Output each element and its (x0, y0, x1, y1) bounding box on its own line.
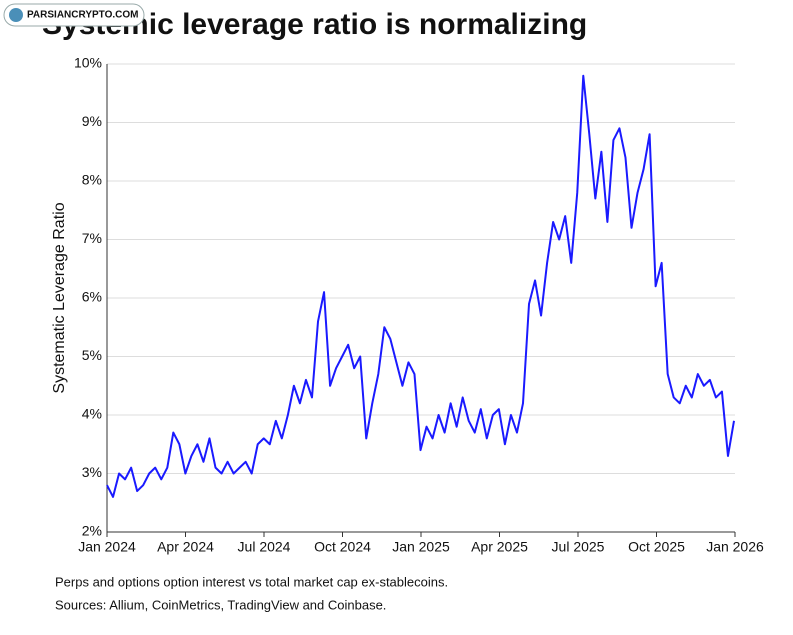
x-tick-label: Apr 2025 (471, 539, 528, 555)
note: Sources: Allium, CoinMetrics, TradingVie… (55, 597, 386, 612)
watermark-text: PARSIANCRYPTO.COM (27, 10, 139, 21)
y-tick-label: 5% (82, 347, 102, 363)
watermark-icon (9, 8, 23, 22)
y-tick-label: 2% (82, 523, 102, 539)
y-tick-label: 4% (82, 406, 102, 422)
watermark-box (3, 3, 145, 27)
y-tick-label: 7% (82, 230, 102, 246)
x-tick-label: Jul 2024 (238, 539, 291, 555)
y-tick-label: 9% (82, 113, 102, 129)
y-tick-label: 6% (82, 289, 102, 305)
x-tick-label: Jan 2025 (392, 539, 450, 555)
plot: 2% 3% 4% 5% 6% 7% 8% 9% 10% Jan 2024 Apr 2024 Jul 2… (74, 55, 764, 555)
y-tick-label: 3% (82, 464, 102, 480)
x-tick-label: Apr 2024 (157, 539, 214, 555)
y-tick-label: 8% (82, 172, 102, 188)
watermark: PARSIANCRYPTO.COM (3, 3, 145, 27)
x-tick-label: Oct 2025 (628, 539, 685, 555)
x-tick-label: Oct 2024 (314, 539, 371, 555)
x-tick-label: Jan 2024 (78, 539, 136, 555)
y-tick-label: 10% (74, 55, 102, 71)
x-tick-label: Jan 2026 (706, 539, 764, 555)
note: Perps and options option interest vs tot… (55, 574, 448, 589)
x-tick-label: Jul 2025 (552, 539, 605, 555)
data-line (106, 74, 735, 498)
y-axis-label: Systematic Leverage Ratio (51, 202, 68, 393)
